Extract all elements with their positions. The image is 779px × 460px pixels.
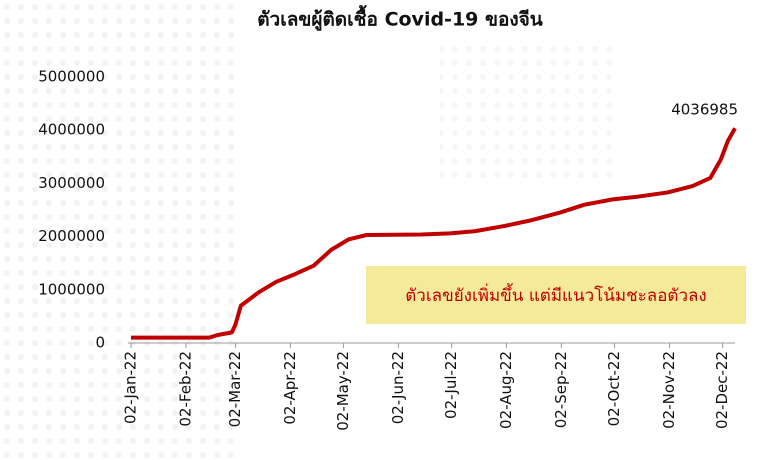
background-pattern — [440, 40, 620, 180]
x-tick-label: 02-Dec-22 — [713, 351, 731, 429]
x-tick-label: 02-May-22 — [334, 351, 352, 431]
background-pattern — [0, 0, 240, 460]
data-label: 4036985 — [671, 101, 738, 119]
x-tick-label: 02-Feb-22 — [176, 351, 194, 427]
y-tick-label: 5000000 — [38, 68, 105, 86]
y-tick-label: 3000000 — [38, 174, 105, 192]
y-tick-label: 4000000 — [38, 121, 105, 139]
x-tick-label: 02-Nov-22 — [660, 351, 678, 429]
x-tick-label: 02-Jun-22 — [389, 351, 407, 424]
y-tick-label: 0 — [95, 334, 105, 352]
y-tick-label: 2000000 — [38, 227, 105, 245]
x-tick-label: 02-Sep-22 — [552, 351, 570, 428]
x-tick-label: 02-Jul-22 — [442, 351, 460, 419]
series-line — [131, 127, 737, 340]
y-tick-label: 1000000 — [38, 280, 105, 298]
x-tick-label: 02-Apr-22 — [281, 351, 299, 425]
chart-title: ตัวเลขผู้ติดเชื้อ Covid-19 ของจีน — [257, 5, 543, 32]
x-tick-label: 02-Aug-22 — [497, 351, 515, 429]
x-tick-label: 02-Mar-22 — [226, 351, 244, 427]
x-tick-label: 02-Jan-22 — [122, 351, 140, 424]
annotation: ตัวเลขยังเพิ่มขึ้น แต่มีแนวโน้มชะลอตัวลง — [405, 283, 706, 306]
annotation-box — [366, 266, 746, 324]
x-tick-label: 02-Oct-22 — [605, 351, 623, 426]
